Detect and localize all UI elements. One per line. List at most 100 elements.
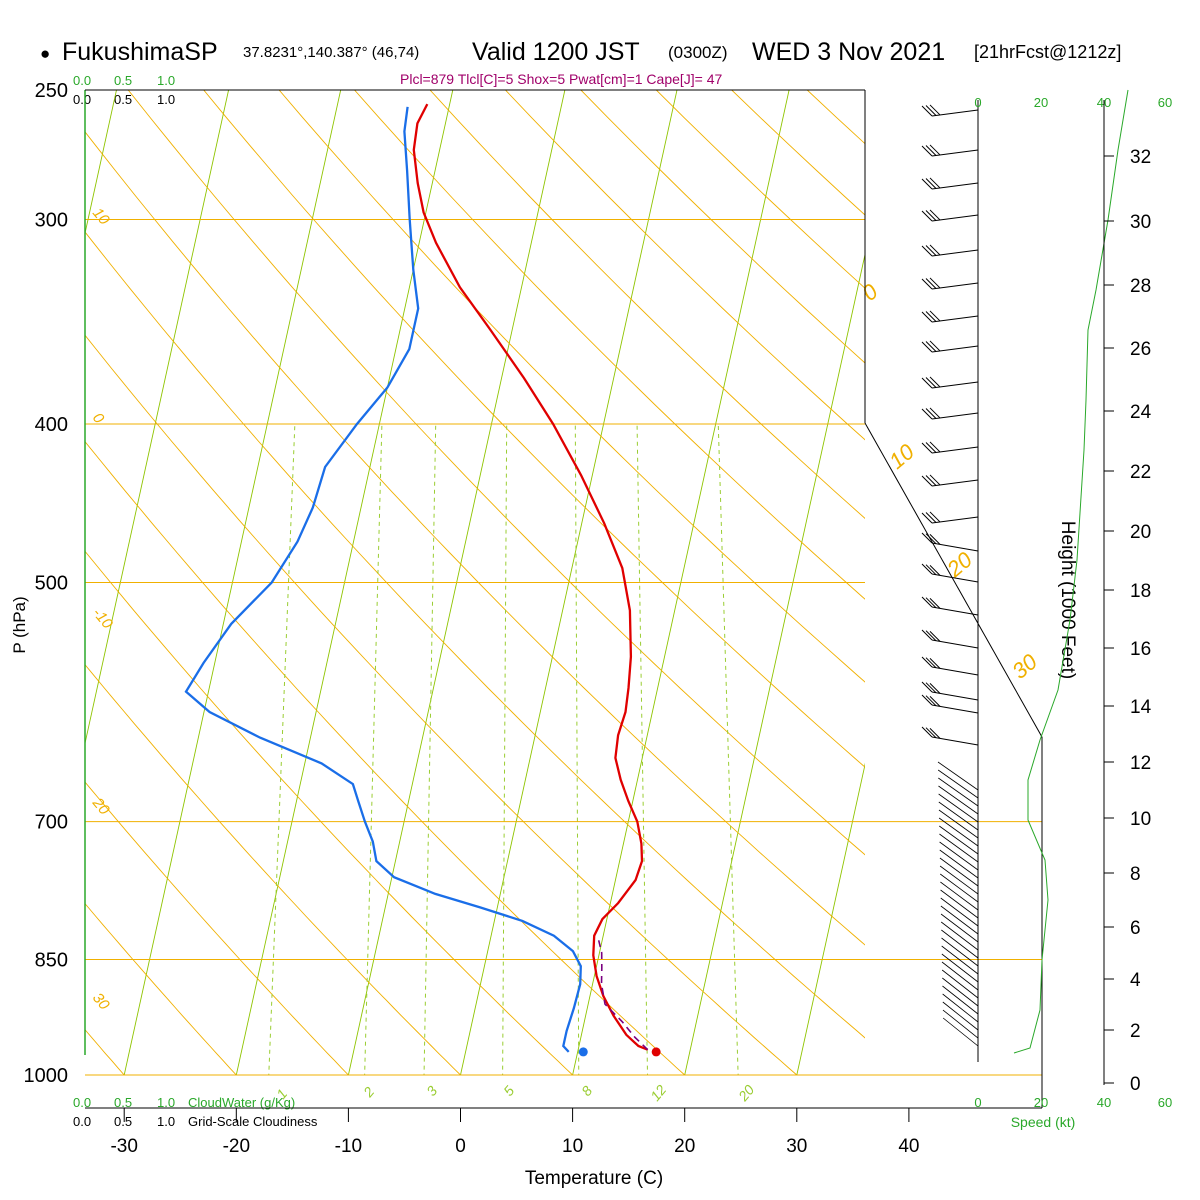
wind-barb-flag [929,683,941,694]
dry-adiabat-line [203,90,865,768]
sounding-profiles [184,103,661,1057]
speed-tick-top-3: 60 [1158,95,1172,110]
isotherm-line [460,90,678,1075]
speed-tick-bottom-0: 0 [974,1095,981,1110]
mixing-ratio-line [502,423,508,1075]
wind-barb-flag [921,442,933,454]
dry-adiabat-line [278,90,865,683]
x-tick-label: -30 [110,1136,137,1157]
mixing-ratio-lines [268,423,739,1075]
dewpoint-line [184,106,582,1053]
height-tick-label: 10 [1130,809,1151,830]
wind-barb-flag [921,178,933,190]
dry-adiabat-line [85,334,798,1075]
mixing-ratio-line [574,423,580,1075]
wind-barb-staff [942,1017,979,1047]
wind-barb-flag [921,694,933,706]
stability-indices: Plcl=879 Tlcl[C]=5 Shox=5 Pwat[cm]=1 Cap… [400,71,723,87]
x-tick-label: 40 [898,1136,919,1157]
wind-barb-flag [921,726,933,738]
height-tick-label: 4 [1130,970,1141,991]
dry-adiabat-line [504,90,865,441]
adiabat-label: 10 [884,438,919,473]
wind-barb-staff [940,889,979,919]
height-tick-label: 32 [1130,147,1151,168]
wind-barb-flag [925,105,937,116]
wind-barb-flag [925,597,937,609]
speed-tick-bottom-2: 40 [1097,1095,1111,1110]
x-tick-label: 10 [562,1136,583,1157]
wind-barb-flag [929,310,941,322]
isotherm-label: 30 [89,990,113,1014]
adiabat-label: 30 [1007,648,1042,683]
wind-barb-staff [931,736,979,746]
wind-barb-staff [938,809,979,839]
cloudwater-label: CloudWater (g/Kg) [188,1095,295,1110]
wind-barb-flag [925,145,937,156]
wind-barb-staff [942,985,979,1015]
isotherm-line [347,90,566,1075]
wind-barb-staff [942,1001,979,1031]
wind-barb-staff [938,777,979,807]
wind-barb-flag [925,727,937,739]
wind-barb-staff [931,149,979,157]
cloudiness-top-tick-1: 0.5 [114,92,132,107]
wind-barb-staff [941,929,979,959]
wind-barb-staff [931,109,979,117]
wind-barb-flag [929,728,941,739]
wind-barb-flag [929,277,941,289]
wind-barb-flag [929,441,941,453]
wind-barb-staff [939,857,979,887]
isotherm-label: 10 [89,205,113,229]
height-tick-label: 22 [1130,462,1151,483]
height-axis-title: Height (1000 Feet) [1057,521,1078,679]
wind-barb-staff [937,769,979,799]
height-tick-label: 0 [1130,1074,1141,1095]
height-tick-label: 28 [1130,276,1151,297]
wind-barb-flag [921,512,933,524]
wind-barb-staff [941,961,979,991]
mixing-ratio-label: 5 [500,1083,517,1099]
wind-barb-flag [929,565,941,576]
forecast-tag: [21hrFcst@1212z] [974,42,1121,62]
wind-barb-flag [925,245,937,256]
title-bullet: ● [40,44,50,63]
dry-adiabat-line [429,90,865,519]
wind-barb-flag [929,144,941,156]
cloudiness-bottom-tick-2: 1.0 [157,1114,175,1129]
wind-barb-staff [931,704,979,714]
cloudwater-bottom-tick-1: 0.5 [114,1095,132,1110]
wind-barb-staff [942,1009,979,1039]
station-coords: 37.8231°,140.387° (46,74) [243,44,419,61]
wind-barb-flag [925,311,937,322]
wind-barb-staff [931,691,979,701]
wind-speed-profile [1013,89,1129,1054]
wind-barb-staff [942,993,979,1023]
wind-barb-flag [925,178,937,189]
wind-barb-flag [921,311,933,323]
dry-adiabat-line [85,663,462,1075]
mixing-ratio-line [423,423,437,1075]
pressure-label-1000: 1000 [24,1065,69,1087]
x-tick-label: 0 [455,1136,466,1157]
wind-barb-staff [940,873,979,903]
height-tick-label: 14 [1130,697,1152,718]
dry-adiabat-line [85,440,686,1075]
height-tick-label: 8 [1130,864,1141,885]
isotherm-line [684,252,865,1075]
mixing-ratio-line [364,423,383,1075]
wind-barb-flag [925,408,937,419]
wind-barb-flag [929,598,941,609]
wind-barb-flag [925,210,937,221]
wind-barb-flag [929,376,941,388]
height-tick-label: 26 [1130,339,1151,360]
isotherm-line [123,90,342,1075]
dry-adiabat-line [127,90,865,856]
wind-barb-flag [921,656,933,668]
wind-barb-flag [921,105,933,117]
height-tick-label: 16 [1130,639,1151,660]
